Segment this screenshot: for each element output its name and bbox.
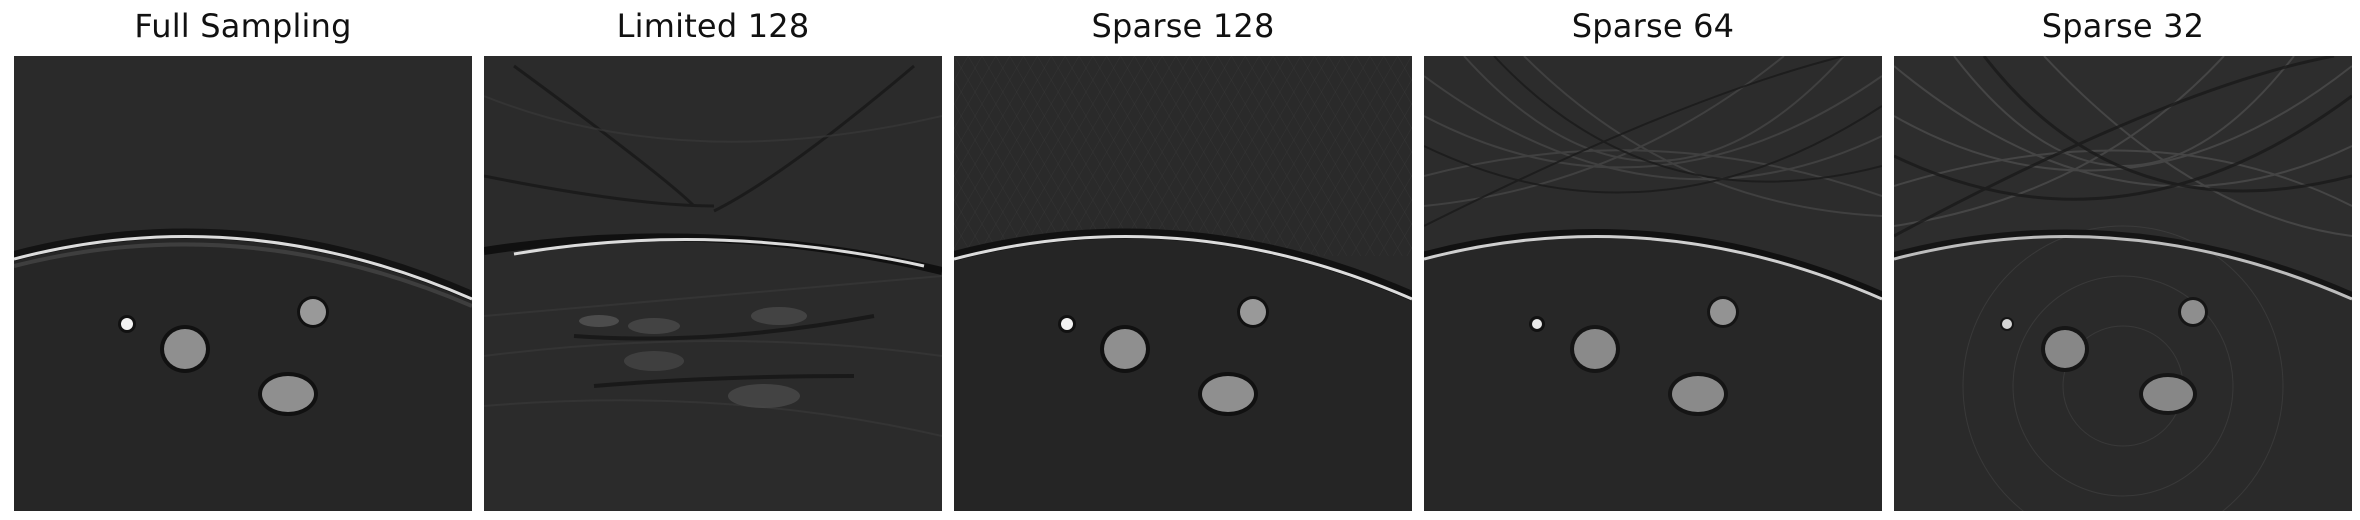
reconstruction-image xyxy=(14,56,472,511)
reconstruction-image xyxy=(954,56,1412,511)
panel-title: Sparse 128 xyxy=(1091,7,1275,45)
panel-full-sampling: Full Sampling xyxy=(14,0,472,520)
image-full-sampling xyxy=(14,56,472,511)
reconstruction-image xyxy=(484,56,942,511)
image-sparse-64 xyxy=(1424,56,1882,511)
reconstruction-image xyxy=(1424,56,1882,511)
reconstruction-image xyxy=(1894,56,2352,511)
image-limited-128 xyxy=(484,56,942,511)
panel-title: Full Sampling xyxy=(134,7,352,45)
panel-sparse-32: Sparse 32 xyxy=(1894,0,2352,520)
image-sparse-32 xyxy=(1894,56,2352,511)
panel-title: Sparse 64 xyxy=(1571,7,1735,45)
panel-title: Limited 128 xyxy=(616,7,810,45)
panel-sparse-128: Sparse 128 xyxy=(954,0,1412,520)
panel-limited-128: Limited 128 xyxy=(484,0,942,520)
image-sparse-128 xyxy=(954,56,1412,511)
panel-sparse-64: Sparse 64 xyxy=(1424,0,1882,520)
panel-title: Sparse 32 xyxy=(2041,7,2205,45)
